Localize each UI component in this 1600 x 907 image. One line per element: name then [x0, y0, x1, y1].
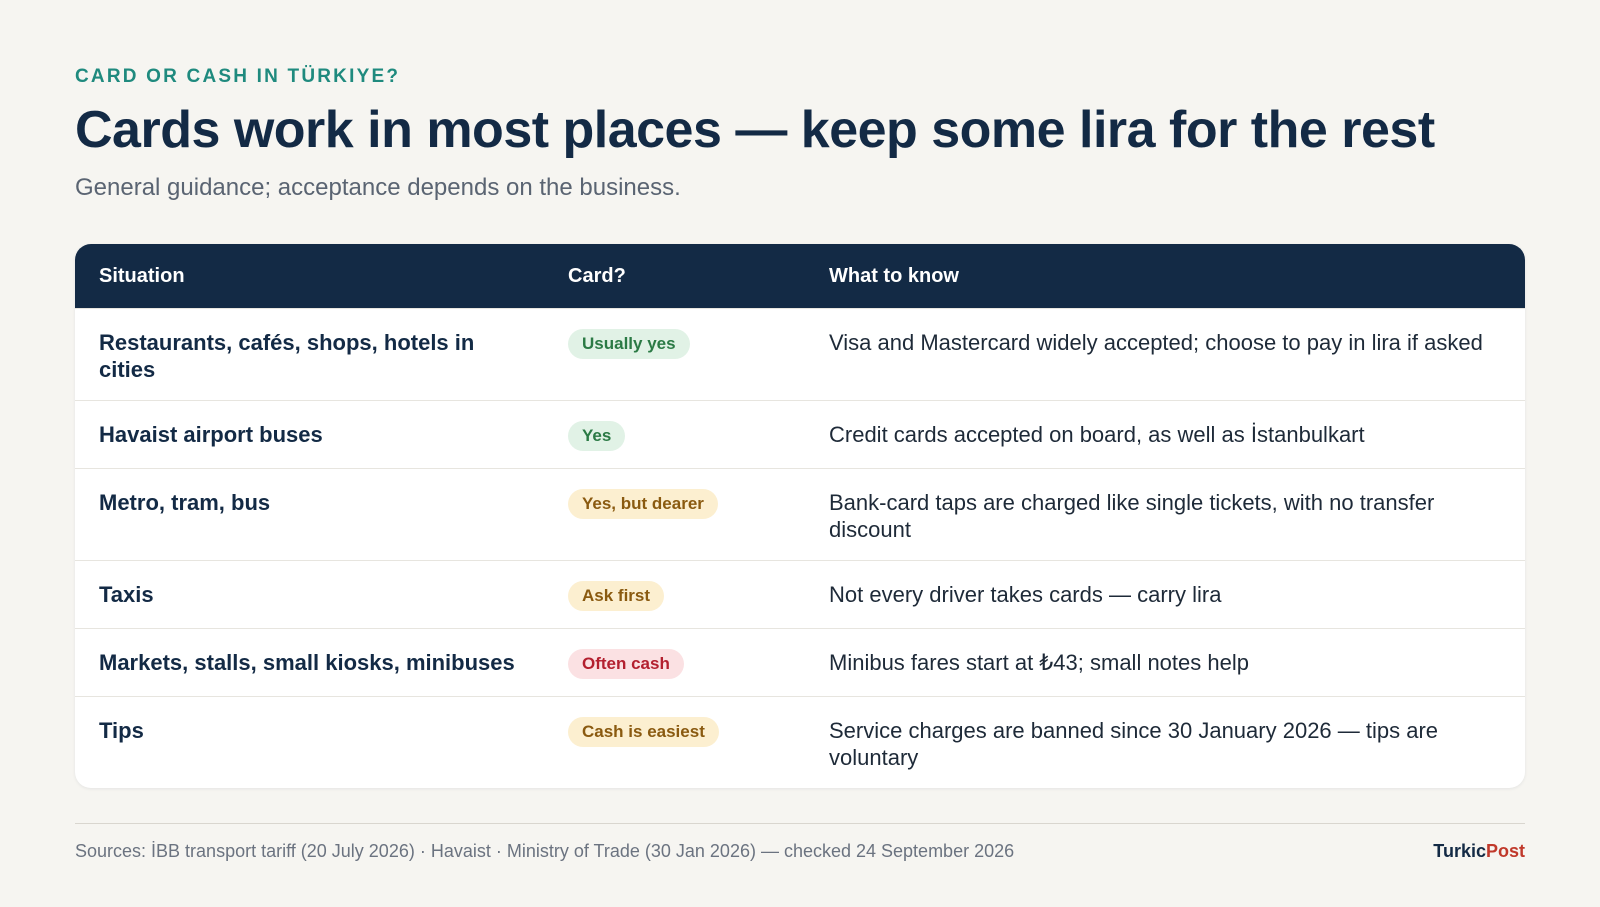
what-to-know-cell: Bank-card taps are charged like single t…	[829, 490, 1435, 542]
what-to-know-cell: Minibus fares start at ₺43; small notes …	[829, 650, 1249, 675]
table-header: Situation Card? What to know	[75, 244, 1525, 308]
brand-name-part2: Post	[1485, 841, 1525, 861]
status-badge: Often cash	[568, 649, 684, 679]
brand-name-part1: Turkic	[1433, 841, 1486, 861]
footer-divider	[75, 823, 1525, 824]
status-badge: Cash is easiest	[568, 717, 719, 747]
status-badge: Yes, but dearer	[568, 489, 718, 519]
brand-logo: TurkicPost	[1433, 841, 1525, 862]
situation-cell: Tips	[99, 718, 144, 743]
table-row: Taxis Ask first Not every driver takes c…	[75, 560, 1525, 628]
situation-cell: Markets, stalls, small kiosks, minibuses	[99, 650, 515, 675]
what-to-know-cell: Visa and Mastercard widely accepted; cho…	[829, 330, 1483, 355]
table-row: Tips Cash is easiest Service charges are…	[75, 696, 1525, 788]
what-to-know-cell: Service charges are banned since 30 Janu…	[829, 718, 1439, 770]
subtitle: General guidance; acceptance depends on …	[75, 174, 681, 201]
situation-cell: Taxis	[99, 582, 154, 607]
card-cash-table: Situation Card? What to know Restaurants…	[75, 244, 1525, 788]
status-badge: Ask first	[568, 581, 665, 611]
situation-cell: Havaist airport buses	[99, 422, 323, 447]
column-header-what-to-know: What to know	[829, 264, 959, 287]
kicker: CARD OR CASH IN TÜRKIYE?	[75, 66, 401, 87]
page-title: Cards work in most places — keep some li…	[75, 101, 1435, 159]
status-badge: Usually yes	[568, 329, 690, 359]
sources-note: Sources: İBB transport tariff (20 July 2…	[75, 841, 1015, 861]
table-row: Havaist airport buses Yes Credit cards a…	[75, 400, 1525, 468]
column-header-situation: Situation	[99, 264, 185, 287]
what-to-know-cell: Not every driver takes cards — carry lir…	[829, 582, 1222, 607]
situation-cell: Metro, tram, bus	[99, 490, 271, 515]
what-to-know-cell: Credit cards accepted on board, as well …	[829, 422, 1365, 447]
table-row: Metro, tram, bus Yes, but dearer Bank-ca…	[75, 468, 1525, 560]
table-row: Restaurants, cafés, shops, hotels in cit…	[75, 308, 1525, 400]
status-badge: Yes	[568, 421, 626, 451]
column-header-card: Card?	[568, 264, 626, 287]
table-row: Markets, stalls, small kiosks, minibuses…	[75, 628, 1525, 696]
situation-cell: Restaurants, cafés, shops, hotels in cit…	[99, 330, 475, 382]
